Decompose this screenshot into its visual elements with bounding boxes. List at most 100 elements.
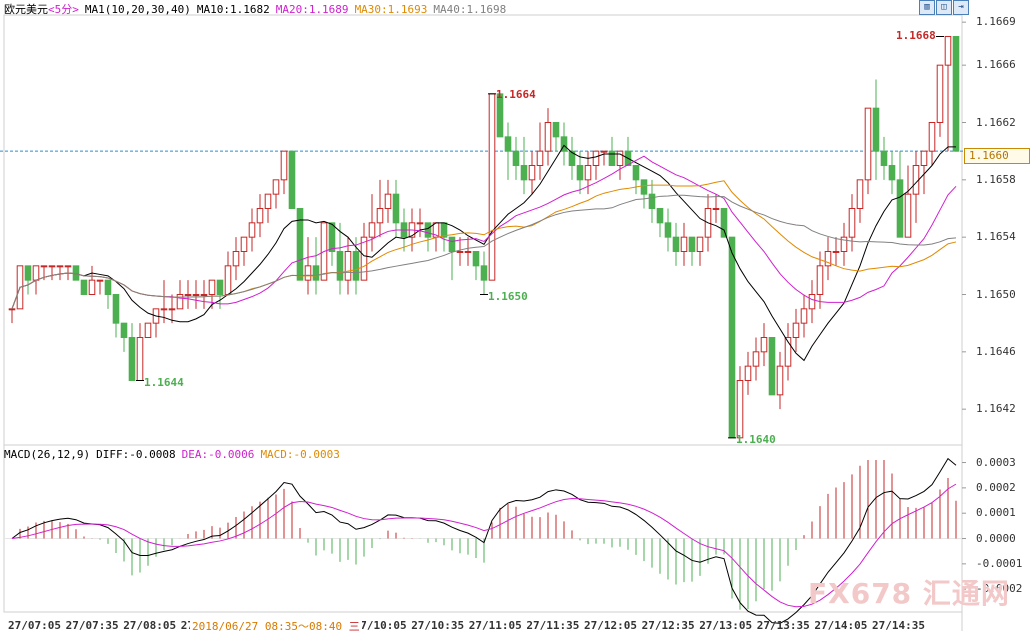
y-tick-label: 1.1646 (976, 344, 1016, 358)
candle-body (608, 150, 616, 167)
y-tick-label: 1.1658 (976, 172, 1016, 186)
candle-body (880, 150, 888, 167)
candle-body (120, 322, 128, 338)
candle-body (744, 365, 752, 381)
watermark: FX678 汇通网 (808, 577, 1010, 610)
x-tick-label: 27/11:35 (526, 619, 580, 632)
candle-body (384, 193, 392, 210)
chart-type-button[interactable]: ▥ (919, 0, 935, 15)
candle-body (816, 265, 824, 296)
candle-body (904, 193, 912, 238)
candle-body (48, 265, 56, 268)
candle-body (368, 222, 376, 238)
candle-body (528, 165, 536, 181)
candle-body (216, 279, 224, 295)
current-price-box: 1.1660 (964, 148, 1030, 164)
candle-body (184, 294, 192, 296)
candle-body (456, 251, 464, 253)
macd-params: MACD(26,12,9) (4, 448, 91, 461)
candle-body (560, 136, 568, 152)
x-tick-label: 27/07:05 (8, 619, 61, 632)
candle-body (672, 236, 680, 253)
candle-body (784, 337, 792, 367)
ma10-value: MA10:1.1682 (196, 3, 270, 16)
candle-body (800, 308, 808, 324)
ma-params: MA1(10,20,30,40) (84, 3, 191, 16)
candle-body (832, 251, 840, 253)
x-tick-label: 27/10:05 (353, 619, 407, 632)
candle-body (280, 150, 288, 181)
candle-body (360, 236, 368, 281)
candle-body (136, 337, 144, 381)
candle-body (472, 251, 480, 267)
candle-body (304, 265, 312, 281)
candle-body (32, 265, 40, 281)
candle-body (752, 351, 760, 367)
candle-body (168, 308, 176, 311)
macd-y-tick-label: 0.0003 (976, 455, 1016, 469)
candle-body (248, 222, 256, 238)
ma10-line (11, 144, 956, 362)
ma20-value: MA20:1.1689 (275, 3, 349, 16)
layout-button[interactable]: ◫ (936, 0, 952, 15)
candle-body (632, 165, 640, 181)
candle-body (208, 279, 216, 295)
candle-body (448, 236, 456, 253)
candle-body (872, 107, 880, 152)
candle-body (96, 279, 104, 282)
candle-body (272, 179, 280, 195)
candle-body (240, 236, 248, 253)
candle-body (296, 208, 304, 281)
candle-body (264, 193, 272, 210)
candle-body (144, 322, 152, 338)
candle-body (768, 337, 776, 396)
candle-body (256, 208, 264, 224)
ma30-value: MA30:1.1693 (354, 3, 428, 16)
candle-body (232, 251, 240, 267)
macd-y-tick-label: 0.0000 (976, 531, 1016, 545)
crosshair-weekday: 三 (348, 620, 360, 633)
candle-body (424, 222, 432, 238)
ma40-value: MA40:1.1698 (433, 3, 507, 16)
candle-body (104, 279, 112, 295)
candle-body (616, 150, 624, 167)
candle-body (312, 265, 320, 281)
candle-body (808, 294, 816, 310)
y-tick-label: 1.1662 (976, 115, 1016, 129)
candle-body (848, 208, 856, 238)
period-label[interactable]: <5分> (48, 3, 79, 16)
candle-body (24, 265, 32, 281)
extreme-price-label: 1.1640 (736, 432, 776, 446)
candle-body (720, 208, 728, 238)
candle-body (64, 265, 72, 268)
candle-body (920, 150, 928, 167)
candle-body (160, 308, 168, 311)
x-tick-label: 27/11:05 (468, 619, 522, 632)
candle-body (824, 251, 832, 267)
candle-body (688, 236, 696, 253)
candle-body (464, 251, 472, 253)
candle-body (936, 64, 944, 123)
y-tick-label: 1.1650 (976, 287, 1016, 301)
x-tick-label: 27/10:35 (411, 619, 465, 632)
candle-body (864, 107, 872, 181)
candle-body (176, 294, 184, 310)
x-tick-label: 27/13:35 (756, 619, 810, 632)
candle-body (592, 150, 600, 167)
candle-body (928, 122, 936, 152)
crosshair-time-readout: 2018/06/27 08:35～08:40 三 (190, 618, 362, 634)
exit-button[interactable]: ⇥ (953, 0, 969, 15)
candle-body (912, 165, 920, 195)
candle-body (696, 236, 704, 253)
candle-body (664, 222, 672, 238)
diff-value: DIFF:-0.0008 (96, 448, 176, 461)
candle-body (520, 165, 528, 181)
candle-body (40, 265, 48, 268)
extreme-price-label: 1.1644 (144, 375, 184, 389)
candle-body (792, 322, 800, 338)
candle-body (728, 236, 736, 439)
macd-y-tick-label: -0.0001 (976, 556, 1023, 570)
symbol-label: 欧元美元 (4, 3, 48, 16)
